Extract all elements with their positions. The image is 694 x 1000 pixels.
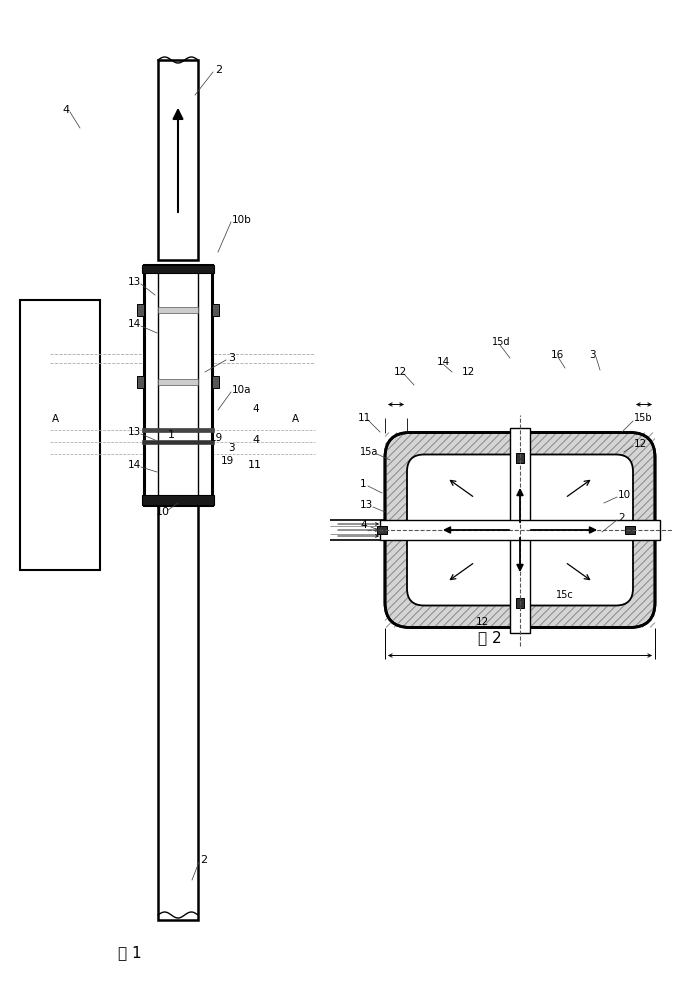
Bar	[142, 440, 214, 444]
Bar	[142, 265, 214, 273]
Text: 2: 2	[200, 855, 207, 865]
Text: 图 2: 图 2	[478, 630, 502, 645]
Text: 4: 4	[252, 404, 259, 414]
Text: 4: 4	[62, 105, 69, 115]
Bar	[625, 526, 635, 534]
Bar	[20, 300, 100, 570]
Text: 13: 13	[360, 500, 373, 510]
Bar	[158, 379, 198, 385]
Text: 15a: 15a	[360, 447, 378, 457]
Text: 19: 19	[221, 456, 235, 466]
Bar	[158, 60, 198, 260]
Text: 图 1: 图 1	[118, 945, 142, 960]
Text: 3: 3	[589, 350, 595, 360]
Bar	[142, 428, 214, 432]
FancyBboxPatch shape	[407, 454, 633, 605]
Text: 16: 16	[551, 350, 564, 360]
Bar	[516, 597, 524, 607]
Bar	[377, 526, 387, 534]
Text: 10: 10	[618, 490, 631, 500]
Text: 14: 14	[128, 319, 142, 329]
Text: 3: 3	[228, 353, 235, 363]
Bar	[212, 376, 219, 388]
Text: 4: 4	[252, 435, 259, 445]
Text: 2: 2	[215, 65, 222, 75]
Text: 11: 11	[248, 460, 262, 470]
Text: 1: 1	[360, 479, 366, 489]
Text: A: A	[291, 414, 298, 424]
Bar	[158, 307, 198, 313]
Text: 11: 11	[358, 413, 371, 423]
Text: 10: 10	[156, 507, 170, 517]
Bar	[158, 505, 198, 920]
Bar	[516, 452, 524, 462]
Bar	[142, 495, 214, 505]
Text: 14: 14	[128, 460, 142, 470]
Text: 3: 3	[228, 443, 235, 453]
Bar	[144, 265, 212, 505]
Text: 13: 13	[128, 427, 142, 437]
Text: 2: 2	[618, 513, 625, 523]
Text: 12: 12	[475, 617, 489, 627]
Text: A: A	[51, 414, 58, 424]
Text: 15d: 15d	[492, 337, 511, 347]
Bar	[212, 304, 219, 316]
Text: 14: 14	[437, 357, 450, 367]
Text: 13: 13	[128, 277, 142, 287]
Bar	[510, 428, 530, 633]
Bar	[380, 520, 660, 540]
Text: 15b: 15b	[634, 413, 652, 423]
Text: 10a: 10a	[232, 385, 251, 395]
Text: 12: 12	[462, 367, 475, 377]
Text: 15c: 15c	[556, 590, 574, 600]
Text: 4: 4	[360, 520, 366, 530]
Text: 19: 19	[210, 433, 223, 443]
FancyBboxPatch shape	[385, 432, 655, 628]
Text: 1: 1	[168, 430, 175, 440]
Text: 12: 12	[634, 439, 648, 449]
Text: 12: 12	[394, 367, 407, 377]
Bar	[137, 376, 144, 388]
Bar	[137, 304, 144, 316]
Text: 10b: 10b	[232, 215, 252, 225]
